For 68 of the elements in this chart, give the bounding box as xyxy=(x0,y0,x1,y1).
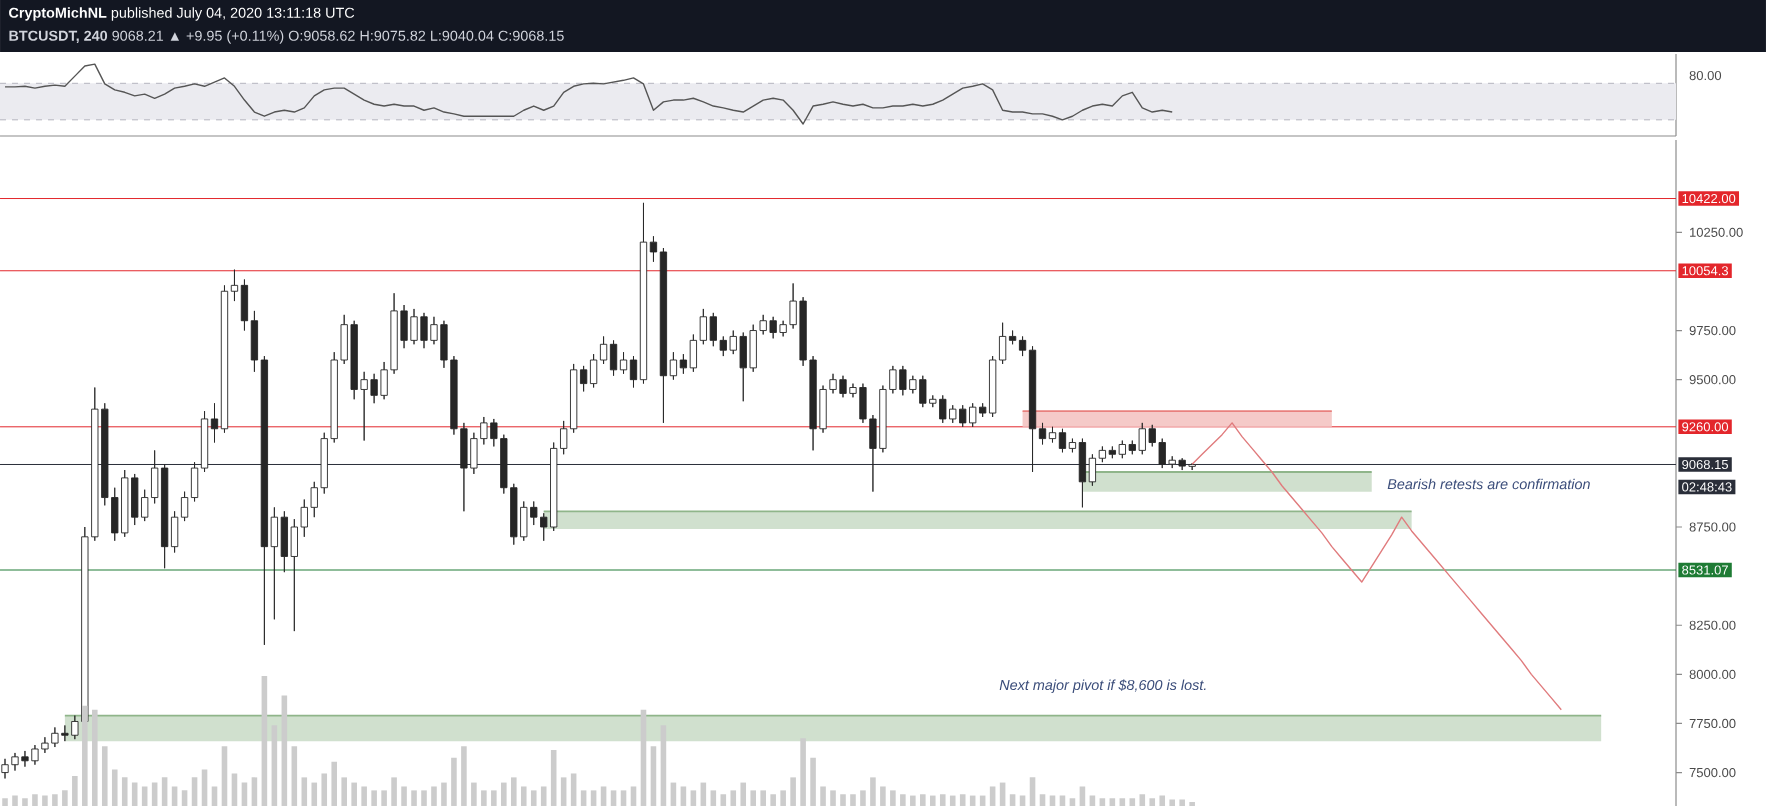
bar xyxy=(231,773,238,806)
bar xyxy=(1069,798,1076,806)
bar xyxy=(451,757,457,806)
bar xyxy=(32,794,38,806)
bar xyxy=(650,746,657,806)
bar xyxy=(391,777,397,806)
bar xyxy=(830,790,836,806)
bar xyxy=(421,790,427,806)
bar xyxy=(411,790,417,806)
bar xyxy=(800,738,806,806)
bar xyxy=(291,746,298,806)
bar xyxy=(880,786,886,806)
bar xyxy=(1079,786,1086,806)
bar xyxy=(890,790,896,806)
bar xyxy=(920,794,926,806)
bar xyxy=(820,786,826,806)
bar xyxy=(850,794,856,806)
bar xyxy=(1029,777,1036,806)
bar xyxy=(361,786,367,806)
bar xyxy=(12,795,18,806)
bar xyxy=(900,794,906,806)
bar xyxy=(780,790,786,806)
bar xyxy=(790,777,796,806)
bar xyxy=(52,794,58,806)
bar xyxy=(82,705,88,806)
bar xyxy=(22,798,28,806)
bar xyxy=(471,782,477,806)
bar xyxy=(331,761,338,806)
bar xyxy=(910,795,916,806)
bar xyxy=(441,782,447,806)
bar xyxy=(511,777,517,806)
bar xyxy=(401,786,407,806)
bar xyxy=(989,786,996,806)
bar xyxy=(1179,799,1185,806)
bar xyxy=(42,795,48,806)
bar xyxy=(840,794,846,806)
bar xyxy=(1039,794,1046,806)
bar xyxy=(760,790,766,806)
bar xyxy=(341,777,347,806)
bar xyxy=(870,777,876,806)
bar xyxy=(381,790,387,806)
bar xyxy=(740,782,747,806)
bar xyxy=(92,709,98,806)
bar xyxy=(630,786,637,806)
bar xyxy=(351,782,357,806)
bar xyxy=(550,750,557,806)
bar xyxy=(620,790,627,806)
bar xyxy=(660,725,667,806)
bar xyxy=(371,790,377,806)
bar xyxy=(2,798,8,806)
bar xyxy=(810,757,816,806)
bar xyxy=(1159,795,1166,806)
bar xyxy=(431,786,437,806)
bar xyxy=(261,675,268,806)
bar xyxy=(1139,794,1146,806)
bar xyxy=(191,777,198,806)
bar xyxy=(211,786,218,806)
bar xyxy=(501,782,507,806)
bar xyxy=(1169,799,1175,806)
bar xyxy=(62,790,68,806)
bar xyxy=(481,790,487,806)
bar xyxy=(72,776,78,806)
bar xyxy=(221,746,228,806)
bar xyxy=(461,746,467,806)
bar xyxy=(770,794,776,806)
bar xyxy=(860,790,866,806)
bar xyxy=(610,790,617,806)
bar xyxy=(491,790,497,806)
